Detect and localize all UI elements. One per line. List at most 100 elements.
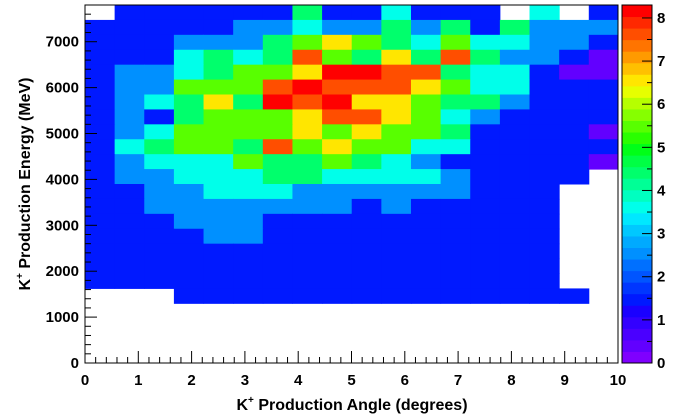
- heatmap-cell: [559, 109, 590, 125]
- heatmap-cell: [262, 243, 293, 260]
- palette-tick-label: 6: [657, 96, 665, 113]
- heatmap-cell: [85, 154, 116, 170]
- heatmap-cell: [499, 258, 531, 274]
- palette-swatch: [622, 166, 652, 179]
- heatmap-cell: [410, 198, 442, 215]
- heatmap-cell: [85, 228, 116, 245]
- heatmap-cell: [322, 288, 353, 304]
- heatmap-cell: [262, 258, 293, 274]
- heatmap-cell: [262, 34, 293, 51]
- heatmap-cell: [262, 139, 293, 155]
- heatmap-cell: [262, 5, 293, 21]
- palette-swatch: [622, 132, 652, 145]
- palette-tick-label: 0: [657, 355, 665, 372]
- heatmap-cell: [381, 258, 412, 274]
- heatmap-cell: [440, 288, 471, 304]
- heatmap-cell: [470, 169, 501, 185]
- heatmap-cell: [233, 288, 264, 304]
- heatmap-cell: [203, 154, 234, 170]
- heatmap-cell: [410, 124, 442, 140]
- heatmap-cell: [233, 139, 264, 155]
- palette-swatch: [622, 189, 652, 202]
- heatmap-cell: [262, 213, 293, 230]
- heatmap-cell: [203, 19, 234, 36]
- heatmap-cell: [499, 34, 531, 51]
- heatmap-cell: [144, 198, 175, 215]
- heatmap-cell: [114, 19, 145, 36]
- heatmap-cell: [351, 243, 382, 260]
- palette-frame: [621, 4, 653, 364]
- heatmap-cell: [292, 79, 323, 95]
- heatmap-cell: [381, 139, 412, 155]
- heatmap-cell: [381, 5, 412, 21]
- x-tick-label: 9: [561, 372, 569, 389]
- heatmap-cell: [410, 288, 442, 304]
- heatmap-cell: [114, 64, 145, 81]
- heatmap-cell: [410, 258, 442, 274]
- heatmap-cell: [144, 258, 175, 274]
- heatmap-cell: [322, 273, 353, 289]
- heatmap-cell: [322, 169, 353, 185]
- heatmap-cell: [262, 198, 293, 215]
- heatmap-cell: [440, 169, 471, 185]
- heatmap-cell: [499, 169, 531, 185]
- heatmap-cell: [381, 64, 412, 81]
- heatmap-cell: [529, 228, 560, 245]
- heatmap-cell: [470, 109, 501, 125]
- heatmap-cell: [233, 154, 264, 170]
- heatmap-cell: [233, 213, 264, 230]
- heatmap-cell: [173, 243, 205, 260]
- y-tick-label: 3000: [46, 217, 79, 234]
- heatmap-cell: [499, 64, 531, 81]
- heatmap-cell: [440, 139, 471, 155]
- heatmap-cell: [440, 198, 471, 215]
- heatmap-cell: [173, 139, 205, 155]
- heatmap-cell: [470, 139, 501, 155]
- heatmap-cell: [292, 94, 323, 110]
- heatmap-cell: [470, 19, 501, 36]
- heatmap-cell: [588, 154, 619, 170]
- heatmap-cell: [559, 124, 590, 140]
- heatmap-cell: [322, 64, 353, 81]
- heatmap-cell: [529, 19, 560, 36]
- heatmap-cell: [470, 5, 501, 21]
- heatmap-cell: [233, 198, 264, 215]
- heatmap-cell: [499, 213, 531, 230]
- heatmap-cell: [351, 154, 382, 170]
- heatmap-cell: [499, 273, 531, 289]
- heatmap-cell: [559, 139, 590, 155]
- heatmap-cell: [351, 228, 382, 245]
- heatmap-cell: [233, 258, 264, 274]
- heatmap-cell: [410, 5, 442, 21]
- heatmap-cell: [322, 228, 353, 245]
- heatmap-cell: [351, 19, 382, 36]
- palette-tick-label: 7: [657, 53, 665, 70]
- heatmap-cell: [559, 79, 590, 95]
- heatmap-cell: [470, 273, 501, 289]
- heatmap-cell: [322, 5, 353, 21]
- heatmap-cell: [144, 169, 175, 185]
- heatmap-cells: [85, 5, 619, 304]
- heatmap-cell: [559, 288, 590, 304]
- heatmap-cell: [292, 273, 323, 289]
- heatmap-cell: [351, 273, 382, 289]
- heatmap-cell: [203, 49, 234, 66]
- heatmap-cell: [114, 34, 145, 51]
- heatmap-cell: [381, 169, 412, 185]
- heatmap-cell: [499, 288, 531, 304]
- heatmap-cell: [203, 288, 234, 304]
- heatmap-cell: [381, 109, 412, 125]
- x-tick-label: 3: [241, 372, 249, 389]
- heatmap-cell: [410, 79, 442, 95]
- heatmap-cell: [499, 184, 531, 200]
- x-tick-label: 6: [401, 372, 409, 389]
- heatmap-cell: [114, 213, 145, 230]
- heatmap-cell: [173, 273, 205, 289]
- heatmap-cell: [233, 19, 264, 36]
- heatmap-cell: [292, 5, 323, 21]
- heatmap-cell: [114, 49, 145, 66]
- heatmap-cell: [588, 79, 619, 95]
- heatmap-cell: [470, 94, 501, 110]
- y-tick-label: 4000: [46, 171, 79, 188]
- heatmap-cell: [470, 198, 501, 215]
